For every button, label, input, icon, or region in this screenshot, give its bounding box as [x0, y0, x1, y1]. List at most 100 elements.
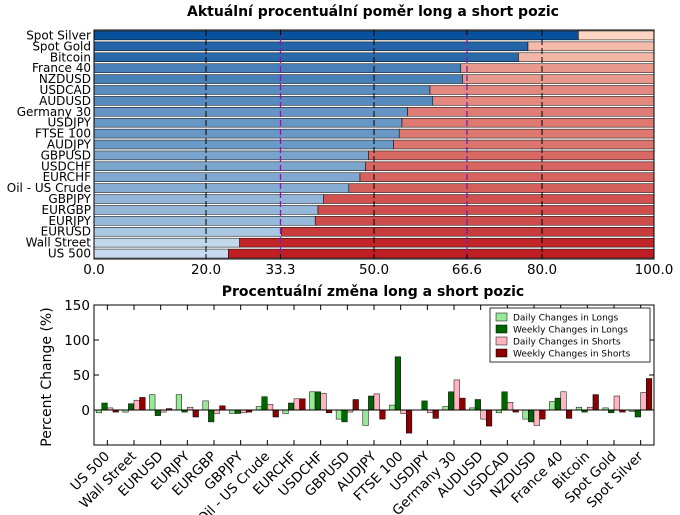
change-bar: [208, 409, 215, 423]
short-bar: [393, 139, 655, 150]
change-bar: [528, 409, 535, 423]
short-bar: [368, 150, 655, 161]
long-bar: [93, 30, 579, 41]
change-bar: [554, 397, 561, 411]
x-tick-label: 66.6: [452, 262, 482, 278]
category-label: Germany 30: [17, 105, 91, 119]
change-bar: [373, 393, 380, 411]
change-bar: [592, 394, 599, 411]
category-label: Bitcoin: [50, 50, 91, 64]
change-bar: [507, 402, 514, 411]
long-bar: [93, 96, 434, 106]
category-label: GBPUSD: [41, 148, 91, 162]
legend-box: [489, 307, 651, 363]
x-tick-label: 80.0: [527, 262, 557, 278]
change-bar: [293, 398, 300, 411]
change-bar: [192, 409, 199, 418]
change-bar: [272, 409, 279, 418]
percent-change-chart: Procentuální změna long a short pozic Pe…: [39, 284, 655, 515]
change-bar: [646, 378, 653, 411]
y-tick-label: 100: [64, 333, 90, 349]
change-bar: [234, 409, 241, 414]
change-bar: [314, 391, 321, 411]
change-bar: [133, 399, 140, 411]
change-bar: [288, 402, 295, 411]
short-bar: [518, 52, 655, 62]
change-bar: [442, 406, 449, 411]
long-bar: [93, 248, 229, 259]
category-label: NZDUSD: [39, 72, 91, 86]
long-bar: [93, 74, 463, 84]
category-label: France 40: [32, 61, 91, 75]
change-bar: [501, 391, 508, 411]
short-bar: [462, 74, 655, 84]
change-bar: [560, 391, 567, 411]
x-tick-label: 0.0: [83, 262, 104, 278]
change-bar: [320, 392, 327, 411]
change-bar: [539, 409, 546, 420]
change-bar: [335, 409, 342, 420]
long-bar: [93, 150, 369, 161]
short-bar: [281, 227, 655, 237]
long-bar: [93, 128, 400, 139]
y-tick-label: 150: [64, 298, 90, 314]
long-bar: [93, 41, 529, 52]
change-bar: [394, 356, 401, 411]
change-bar: [421, 400, 428, 411]
long-bar: [93, 227, 282, 237]
short-bar: [239, 237, 655, 248]
top-chart-title: Aktuální procentuální poměr long a short…: [187, 4, 559, 20]
short-bar: [578, 30, 655, 41]
change-bar: [533, 409, 540, 426]
legend-label: Weekly Changes in Longs: [513, 326, 628, 336]
short-bar: [432, 96, 655, 106]
long-bar: [93, 172, 361, 182]
change-bar: [202, 400, 209, 411]
long-bar: [93, 63, 462, 73]
short-bar: [365, 161, 655, 172]
change-bar: [453, 379, 460, 411]
category-label: FTSE 100: [35, 127, 91, 141]
change-bar: [613, 395, 620, 411]
legend-swatch: [495, 348, 508, 358]
top-bars-group: [93, 30, 655, 259]
x-tick-label: 50.0: [359, 262, 389, 278]
short-bar: [460, 63, 655, 73]
long-bar: [93, 117, 403, 128]
short-bar: [323, 194, 655, 204]
change-bar: [432, 409, 439, 419]
bottom-y-ticks: 0 50 100 150: [64, 298, 654, 419]
x-tick-label: 100.0: [635, 262, 674, 278]
long-short-ratio-chart: Aktuální procentuální poměr long a short…: [7, 4, 674, 278]
category-label: Oil - US Crude: [7, 181, 91, 195]
change-bar: [389, 404, 396, 411]
change-bar: [368, 395, 375, 411]
category-label: AUDJPY: [47, 138, 92, 152]
change-bar: [566, 409, 573, 419]
change-bar: [634, 409, 641, 418]
legend-swatch: [495, 312, 508, 322]
category-label: EURCHF: [43, 170, 92, 184]
change-bar: [309, 391, 316, 411]
category-label: US 500: [48, 247, 91, 261]
category-label: EURGBP: [42, 203, 91, 217]
category-label: GBPJPY: [48, 192, 91, 206]
x-tick-label: 33.3: [265, 262, 295, 278]
short-bar: [348, 183, 655, 193]
change-bar: [640, 392, 647, 411]
long-bar: [93, 194, 324, 204]
change-bar: [299, 398, 306, 411]
change-bar: [154, 409, 161, 416]
category-label: AUDUSD: [39, 94, 91, 108]
change-bar: [474, 399, 481, 411]
category-label: Spot Gold: [32, 39, 91, 53]
long-bar: [93, 183, 350, 193]
y-tick-label: 0: [81, 403, 90, 419]
short-bar: [398, 128, 655, 139]
change-bar: [448, 391, 455, 411]
top-gridlines: [205, 30, 543, 259]
category-label: USDCAD: [40, 83, 91, 97]
short-bar: [317, 205, 655, 215]
change-bar: [261, 396, 268, 411]
